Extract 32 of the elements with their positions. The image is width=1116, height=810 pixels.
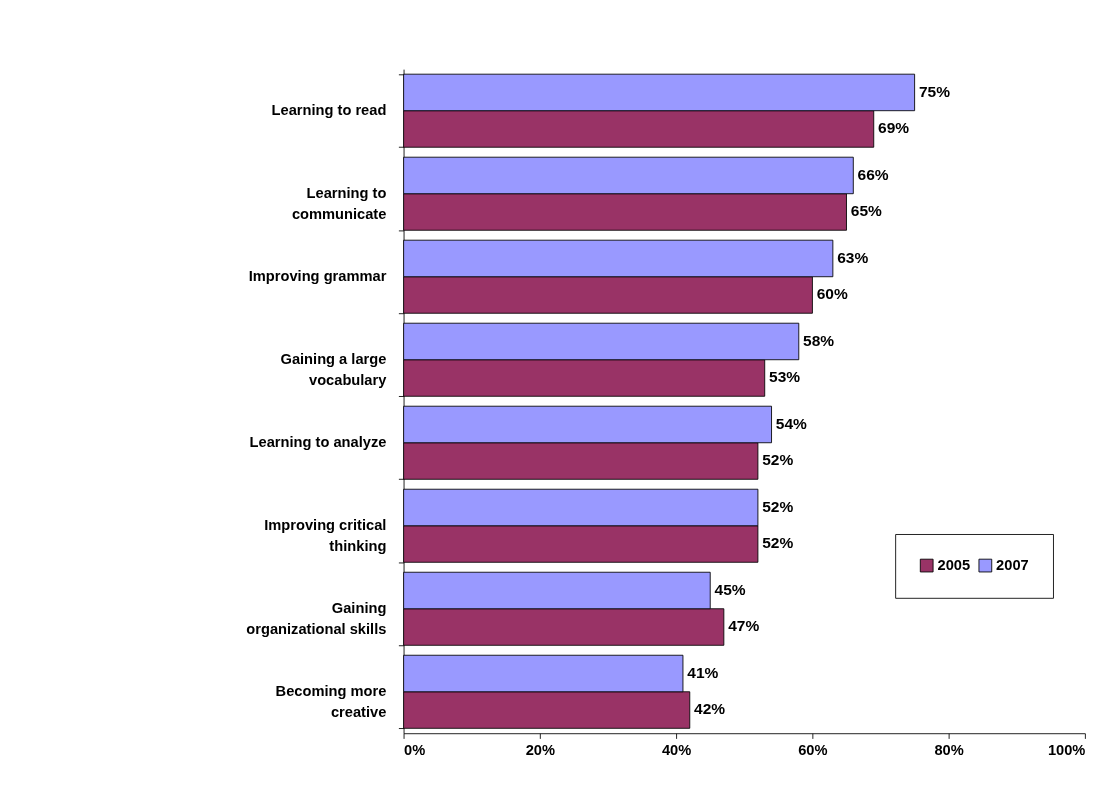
data-label: 41% [687,663,719,681]
x-tick-label: 40% [661,742,692,759]
data-label: 53% [769,368,801,386]
data-label: 52% [762,451,794,469]
legend-label: 2005 [937,556,971,573]
x-tick-label: 20% [525,742,555,759]
data-label: 75% [918,82,951,100]
data-label: 52% [762,497,794,515]
y-tick-label: Improving grammar [248,268,387,285]
y-tick-label: Becoming more creative [275,683,387,720]
x-tick-label: 60% [798,742,828,759]
legend-label: 2007 [996,556,1029,573]
y-tick-label: Gaining a large vocabulary [280,351,388,388]
data-label: 58% [803,331,835,349]
y-tick-label: Learning to communicate [291,185,387,222]
y-tick-label: Improving critical thinking [264,517,387,554]
data-label: 45% [714,580,746,598]
data-label: 69% [878,119,910,137]
x-tick-label: 0% [404,742,426,759]
data-label: 63% [837,248,869,266]
data-label: 66% [857,165,889,183]
data-label: 65% [850,202,883,220]
data-label: 42% [694,700,726,718]
y-tick-label: Gaining organizational skills [246,600,387,637]
x-tick-label: 80% [934,742,964,759]
data-label: 52% [762,534,794,552]
data-label: 54% [775,414,808,432]
data-label: 60% [816,285,848,303]
y-tick-label: Learning to read [271,102,387,119]
x-tick-label: 100% [1047,742,1086,759]
data-label: 47% [728,617,760,635]
y-tick-label: Learning to analyze [249,434,387,451]
